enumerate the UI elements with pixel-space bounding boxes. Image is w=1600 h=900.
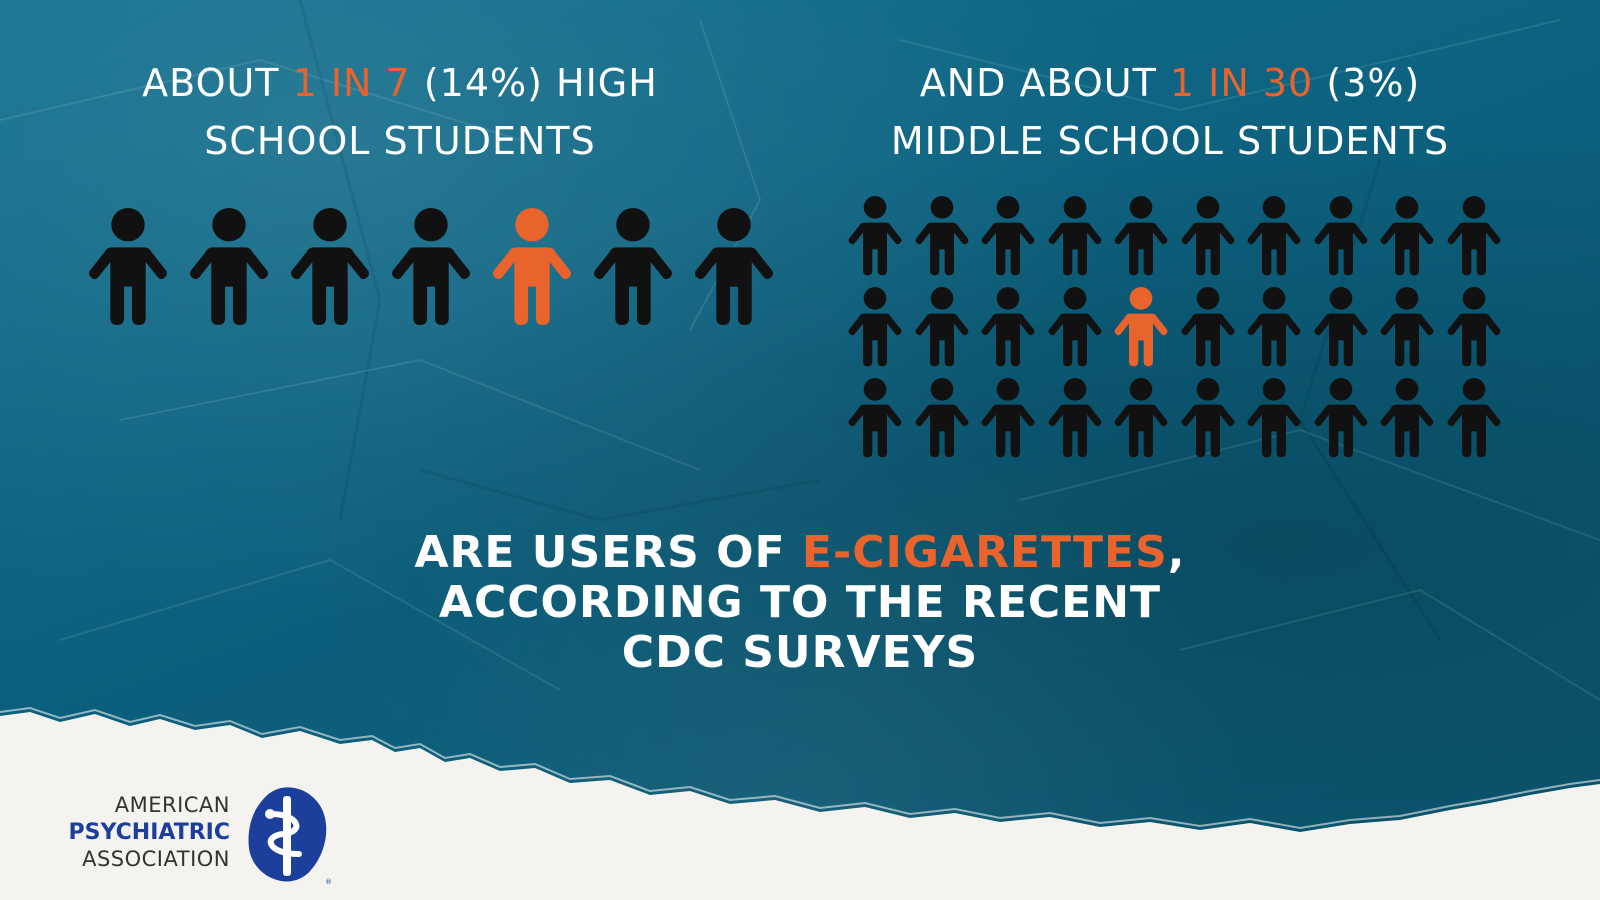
person-icon [694,208,774,326]
person-icon [981,287,1035,367]
middle-school-person-icons [848,196,1528,476]
person-icon [1247,378,1301,458]
heading-high-school-line2: SCHOOL STUDENTS [204,119,596,163]
person-icon [1314,378,1368,458]
person-icon [1181,378,1235,458]
person-icon [915,196,969,276]
person-icon [1380,378,1434,458]
caption: ARE USERS OF E-CIGARETTES, ACCORDING TO … [300,528,1300,678]
person-icon [1314,196,1368,276]
caption-line-2: ACCORDING TO THE RECENT [438,577,1162,628]
apa-logo-icon: ® [248,787,332,886]
heading-high-school: ABOUT 1 IN 7 (14%) HIGH SCHOOL STUDENTS [60,54,740,170]
heading-high-school-post: (14%) HIGH [410,61,658,105]
person-icon [1114,378,1168,458]
person-icon [848,287,902,367]
caption-line-1: ARE USERS OF E-CIGARETTES, [300,528,1300,578]
person-icon [391,208,471,326]
logo-line-3: ASSOCIATION [82,847,230,871]
logo-line-2: PSYCHIATRIC [68,820,230,845]
svg-text:®: ® [325,878,332,886]
person-icon [981,378,1035,458]
person-icon [848,378,902,458]
logo-line-1: AMERICAN [114,793,230,817]
person-icon [1447,287,1501,367]
person-icon [1247,287,1301,367]
person-icon [189,208,269,326]
heading-middle-school: AND ABOUT 1 IN 30 (3%) MIDDLE SCHOOL STU… [800,54,1540,170]
person-icon [1314,287,1368,367]
person-icon [1247,196,1301,276]
person-icon [88,208,168,326]
person-icon [981,196,1035,276]
person-icon [1181,287,1235,367]
heading-middle-school-highlight: 1 IN 30 [1169,61,1314,105]
heading-middle-school-pre: AND ABOUT [919,61,1170,105]
person-icon [915,287,969,367]
heading-middle-school-post: (3%) [1313,61,1421,105]
caption-line-1-pre: ARE USERS OF [414,527,802,578]
heading-high-school-highlight: 1 IN 7 [292,61,411,105]
person-icon-highlighted [1114,287,1168,367]
person-icon [1181,196,1235,276]
person-icon [290,208,370,326]
person-icon [915,378,969,458]
person-icon [1048,287,1102,367]
apa-logo: AMERICAN PSYCHIATRIC ASSOCIATION ® [38,782,338,892]
person-icon [1447,378,1501,458]
caption-highlight: E-CIGARETTES [801,527,1168,578]
person-icon [1447,196,1501,276]
person-icon [848,196,902,276]
person-icon [1048,378,1102,458]
apa-logo-wordmark: AMERICAN PSYCHIATRIC ASSOCIATION [69,792,230,873]
caption-line-3: CDC SURVEYS [621,627,979,678]
heading-high-school-pre: ABOUT [142,61,293,105]
high-school-person-icons [88,208,788,338]
person-icon [593,208,673,326]
caption-line-1-post: , [1167,527,1186,578]
heading-middle-school-line2: MIDDLE SCHOOL STUDENTS [890,119,1450,163]
person-icon [1048,196,1102,276]
person-icon-highlighted [492,208,572,326]
person-icon [1380,196,1434,276]
person-icon [1380,287,1434,367]
person-icon [1114,196,1168,276]
